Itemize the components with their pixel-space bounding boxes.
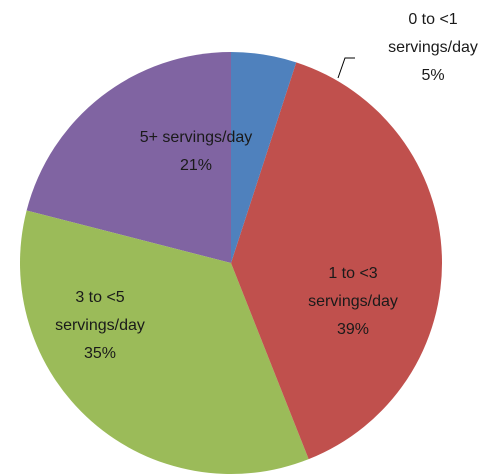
category-label: 1 to <3 servings/day — [308, 265, 398, 310]
category-label: 0 to <1 servings/day — [388, 11, 478, 56]
pie-slice — [26, 52, 231, 263]
leader-line — [337, 57, 355, 79]
value-label: 39% — [336, 321, 370, 338]
slice-label: 0 to <1 servings/day 5% — [383, 6, 483, 90]
category-label: 5+ servings/day — [139, 129, 253, 146]
slice-label: 3 to <5 servings/day 35% — [45, 284, 155, 368]
value-label: 35% — [83, 345, 117, 362]
pie-slice — [231, 52, 297, 263]
pie-slice — [19, 210, 309, 474]
category-label: 3 to <5 servings/day — [55, 289, 145, 334]
value-label: 5% — [421, 67, 445, 84]
value-label: 21% — [179, 157, 213, 174]
slice-label: 1 to <3 servings/day 39% — [298, 260, 408, 344]
slice-label: 5+ servings/day 21% — [111, 124, 281, 180]
pie-slice — [231, 62, 443, 460]
